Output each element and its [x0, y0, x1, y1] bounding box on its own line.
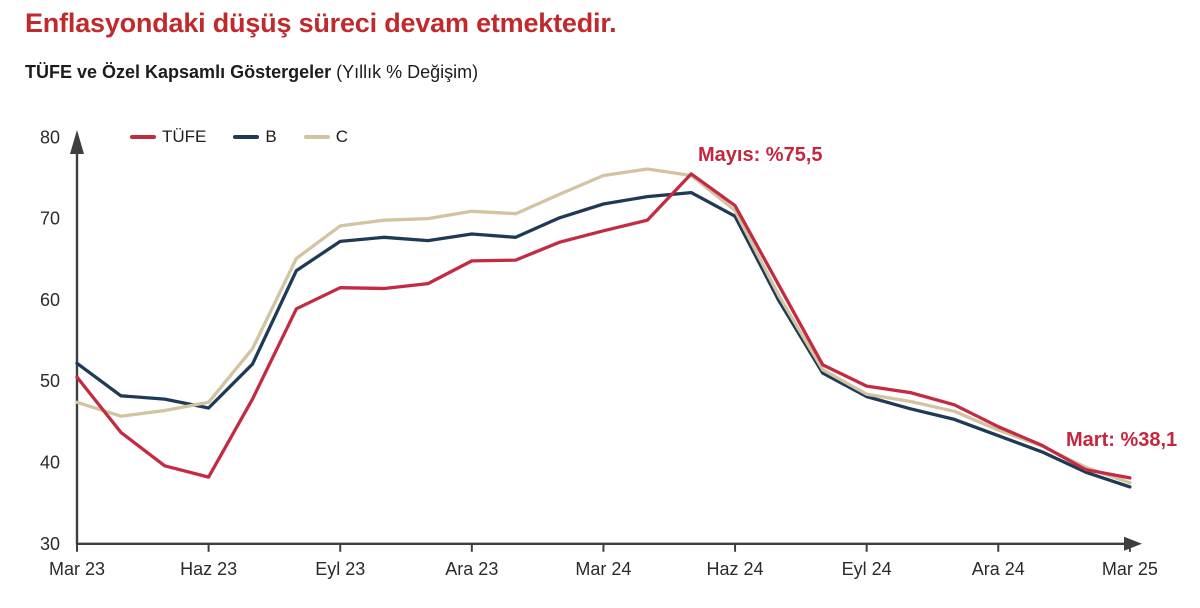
tufe-line	[75, 172, 1132, 480]
x-tick-label: Eyl 23	[315, 559, 365, 579]
chart-legend: TÜFE B C	[130, 127, 348, 147]
y-tick-label: 50	[40, 371, 60, 391]
legend-label-tufe: TÜFE	[162, 127, 207, 146]
page-title: Enflasyondaki düşüş süreci devam etmekte…	[25, 8, 617, 38]
legend-item-b: B	[233, 127, 277, 147]
x-axis-arrow	[1124, 536, 1142, 551]
y-axis-arrow	[70, 130, 84, 154]
y-tick-label: 80	[40, 127, 60, 147]
line-chart-svg: Mar 23 Haz 23 Eyl 23 Ara 23 Mar 24 Haz 24 Eyl …	[40, 127, 1158, 579]
x-tick-label: Mar 25	[1102, 559, 1158, 579]
legend-item-tufe: TÜFE	[130, 127, 206, 147]
x-tick-label: Mar 23	[49, 559, 105, 579]
legend-item-c: C	[303, 127, 349, 147]
annotation-peak-value: Mayıs: %75,5	[698, 144, 823, 166]
x-tick-label: Eyl 24	[842, 559, 892, 579]
b-line-swatch	[233, 135, 260, 139]
y-tick-label: 40	[40, 453, 60, 473]
x-tick-label: Mar 24	[575, 559, 631, 579]
x-tick-label: Ara 24	[972, 559, 1025, 579]
x-tick-label: Haz 24	[707, 559, 764, 579]
chart-subtitle-main: TÜFE ve Özel Kapsamlı Göstergeler	[25, 62, 332, 82]
y-tick-label: 30	[40, 534, 60, 554]
x-tick-label: Ara 23	[445, 559, 498, 579]
b-index-line	[75, 190, 1132, 489]
legend-label-c: C	[335, 127, 349, 146]
chart-subtitle-note: (Yıllık % Değişim)	[331, 62, 479, 82]
x-tick-label: Haz 23	[180, 559, 237, 579]
c-line-swatch	[303, 135, 330, 139]
tufe-line-swatch	[130, 135, 156, 139]
chart-subtitle: TÜFE ve Özel Kapsamlı Göstergeler (Yıllı…	[25, 62, 478, 83]
c-index-line	[75, 167, 1132, 485]
y-tick-label: 60	[40, 290, 60, 310]
annotation-latest-value: Mart: %38,1	[1066, 429, 1178, 451]
y-tick-label: 70	[40, 209, 60, 229]
legend-label-b: B	[265, 127, 277, 146]
